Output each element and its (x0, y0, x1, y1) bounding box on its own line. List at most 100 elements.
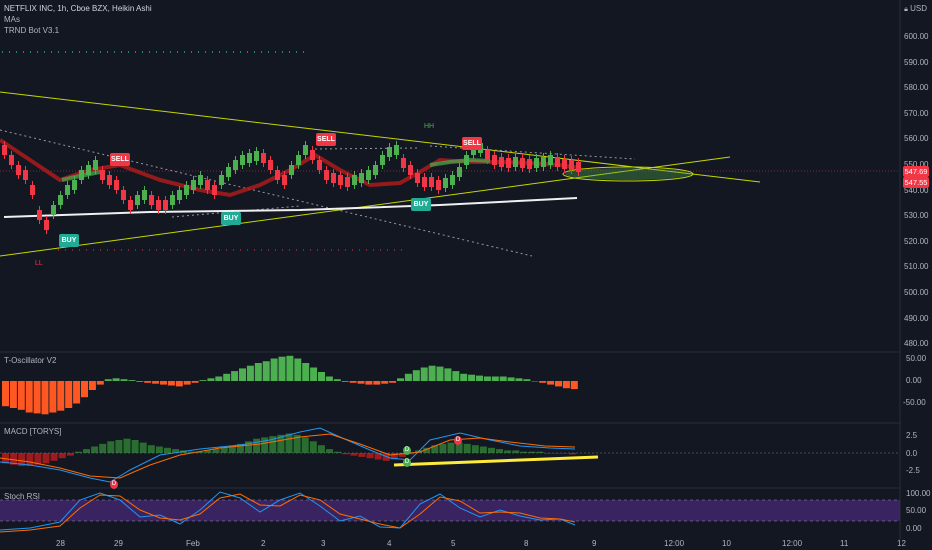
price-tick: 580.00 (904, 83, 929, 93)
macd-bar (342, 453, 350, 455)
lower-trendline (0, 156, 731, 257)
oscillator-bar (491, 376, 499, 381)
ellipse-fill (565, 168, 691, 180)
oscillator-bar (167, 381, 175, 386)
indicator-mas[interactable]: MAs (4, 15, 20, 24)
macd-bar (471, 445, 479, 453)
macd-bar (74, 451, 82, 453)
oscillator-bar (341, 381, 349, 382)
sell-signal[interactable]: SELL (110, 153, 130, 166)
candles (2, 139, 581, 234)
macd-bar (488, 447, 495, 453)
oscillator-bar (444, 368, 452, 381)
time-tick: Feb (186, 539, 200, 548)
oscillator-bar (191, 381, 199, 383)
macd-bar (479, 446, 487, 453)
price-tick: 530.00 (904, 211, 929, 221)
macd-bar (164, 447, 171, 453)
time-tick: 12:00 (664, 539, 685, 548)
oscillator-bar (436, 366, 444, 381)
oscillator-bar (310, 367, 318, 381)
oscillator-bar (515, 378, 523, 381)
time-tick: 28 (56, 539, 65, 548)
macd-bar (123, 438, 131, 453)
macd-trendline (393, 455, 599, 467)
osc-tick: -50.00 (903, 398, 926, 407)
macd-bar (131, 440, 139, 453)
macd-bar (301, 437, 309, 453)
macd-bar (374, 453, 382, 460)
oscillator-bar (57, 381, 65, 411)
oscillator-bar (73, 381, 81, 404)
buy-signal[interactable]: BUY (221, 212, 241, 225)
macd-bar (285, 433, 293, 453)
oscillator-bar (333, 379, 341, 381)
macd-title[interactable]: MACD [TORYS] (4, 427, 62, 436)
macd-bar (293, 434, 301, 453)
oscillator-bar (2, 381, 9, 407)
oscillator-bar (81, 381, 88, 398)
macd-bar (390, 453, 398, 460)
macd-bar (366, 453, 374, 459)
time-tick: 9 (592, 539, 597, 548)
oscillator-bar (483, 376, 491, 381)
macd-bar (236, 443, 244, 453)
oscillator-bar (136, 381, 144, 382)
oscillator-bar (175, 381, 183, 387)
macd-bar (204, 450, 212, 453)
buy-signal[interactable]: BUY (411, 198, 431, 211)
oscillator-title[interactable]: T-Oscillator V2 (4, 356, 57, 365)
macd-bar (309, 441, 317, 453)
macd-tick: 0.0 (906, 449, 918, 458)
macd-bar (196, 451, 204, 453)
oscillator-bar (476, 375, 483, 381)
macd-bar (212, 449, 220, 453)
indicator-trnd-bot[interactable]: TRND Bot V3.1 (4, 26, 60, 35)
macd-bar (407, 453, 414, 455)
macd-bar (58, 453, 66, 459)
buy-signal[interactable]: BUY (59, 234, 79, 247)
oscillator-bar (207, 378, 215, 381)
macd-bar (50, 453, 58, 461)
price-tick: 600.00 (904, 32, 929, 41)
oscillator-bar (25, 381, 33, 413)
currency-label[interactable]: 🔒︎ USD (904, 4, 927, 13)
sell-signal[interactable]: SELL (316, 133, 336, 146)
price-tick: 550.00 (904, 160, 929, 169)
price-tick: 490.00 (904, 313, 929, 323)
oscillator-bar (9, 381, 17, 408)
macd-marker: D (454, 436, 462, 445)
macd-bar (326, 449, 333, 453)
oscillator-bar (428, 365, 436, 381)
symbol-title[interactable]: NETFLIX INC, 1h, Cboe BZX, Heikin Ashi (4, 4, 152, 13)
oscillator-bar (357, 381, 365, 384)
macd-bar (261, 437, 269, 453)
oscillator-bar (404, 373, 412, 381)
stoch-title[interactable]: Stoch RSI (4, 492, 41, 501)
macd-bar (439, 443, 447, 453)
stoch-d (0, 493, 576, 533)
macd-bar (350, 453, 358, 456)
macd-bar (512, 450, 520, 453)
macd-bar (115, 440, 123, 453)
oscillator-bar (318, 372, 325, 381)
oscillator-bar (507, 377, 515, 381)
oscillator-bar (562, 381, 570, 389)
oscillator-bar (270, 358, 278, 381)
sell-signal[interactable]: SELL (462, 137, 482, 150)
oscillator-bar (199, 380, 207, 381)
oscillator-bar (41, 381, 49, 415)
support-line (3, 197, 578, 218)
macd-tick: 2.5 (906, 431, 918, 440)
oscillator-bar (412, 370, 420, 381)
oscillator-bar (349, 381, 357, 383)
prev-price-tag: 547.55 (903, 177, 929, 188)
price-tick: 480.00 (904, 339, 929, 349)
oscillator-bar (547, 381, 555, 385)
oscillator-bar (223, 373, 231, 381)
lock-icon: 🔒︎ (904, 6, 908, 13)
oscillator-bar (381, 381, 389, 384)
channel-dotted-line (314, 147, 419, 150)
price-tick: 520.00 (904, 236, 929, 246)
